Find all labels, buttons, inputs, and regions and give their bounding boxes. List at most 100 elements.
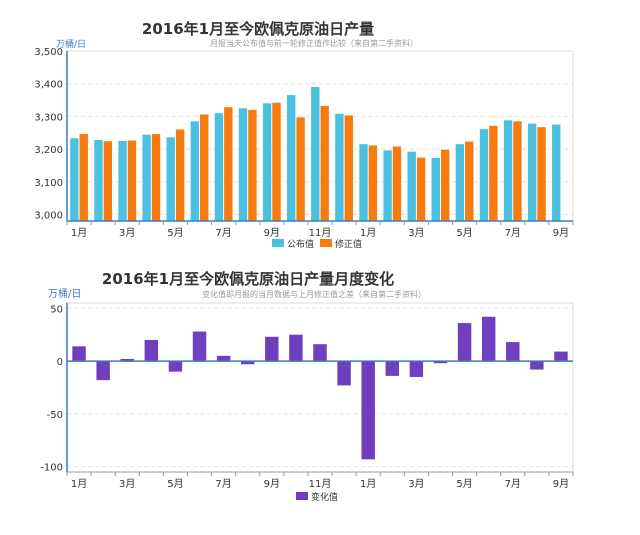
bar-公布值[interactable] [431, 157, 440, 221]
bar-公布值[interactable] [166, 137, 175, 221]
y-tick-label: 3,100 [34, 178, 63, 189]
bar-变化值[interactable] [385, 361, 400, 376]
bar-修正值[interactable] [320, 105, 329, 221]
bar-变化值[interactable] [433, 361, 448, 364]
bar-修正值[interactable] [296, 117, 305, 221]
bar-公布值[interactable] [335, 113, 344, 221]
bar-公布值[interactable] [190, 121, 200, 221]
x-tick-label: 9月 [264, 478, 280, 490]
x-tick-label: 5月 [167, 227, 183, 239]
bar-修正值[interactable] [103, 141, 113, 221]
bar-变化值[interactable] [216, 355, 231, 362]
chart1-subtitle: 月报当天公布值与前一轮修正值作比较（来自第二手资料） [210, 38, 418, 48]
x-tick-label: 9月 [553, 227, 569, 239]
x-tick-label: 1月 [71, 478, 87, 490]
y-tick-label: 3,300 [34, 112, 63, 123]
bar-变化值[interactable] [457, 323, 472, 362]
bar-公布值[interactable] [287, 95, 296, 221]
x-tick-label: 3月 [408, 478, 424, 490]
bar-变化值[interactable] [144, 339, 159, 362]
bar-修正值[interactable] [200, 114, 209, 221]
bar-修正值[interactable] [272, 102, 281, 221]
bar-修正值[interactable] [344, 115, 353, 221]
bar-修正值[interactable] [151, 134, 161, 221]
bar-修正值[interactable] [489, 125, 498, 221]
bar-变化值[interactable] [240, 361, 255, 365]
x-tick-label: 3月 [119, 478, 135, 490]
bar-公布值[interactable] [311, 86, 320, 221]
bar-公布值[interactable] [118, 140, 127, 221]
x-tick-label: 7月 [215, 478, 231, 490]
x-tick-label: 7月 [505, 478, 521, 490]
x-tick-label: 3月 [119, 227, 135, 239]
x-tick-label: 5月 [456, 478, 472, 490]
bar-变化值[interactable] [265, 336, 279, 362]
bar-变化值[interactable] [72, 346, 86, 362]
chart2-y-unit: 万桶/日 [48, 287, 81, 300]
bar-修正值[interactable] [392, 146, 402, 221]
bar-修正值[interactable] [440, 149, 450, 221]
chart2-title: 2016年1月至今欧佩克原油日产量月度变化 [102, 270, 394, 288]
bar-公布值[interactable] [94, 139, 103, 221]
bar-变化值[interactable] [192, 331, 207, 362]
x-tick-label: 9月 [264, 227, 280, 239]
bar-变化值[interactable] [337, 361, 351, 386]
bar-变化值[interactable] [481, 316, 496, 362]
legend-swatch [296, 492, 308, 500]
bar-公布值[interactable] [383, 150, 392, 221]
bar-公布值[interactable] [262, 103, 272, 221]
production-chart: 2016年1月至今欧佩克原油日产量 月报当天公布值与前一轮修正值作比较（来自第二… [34, 20, 574, 250]
bar-变化值[interactable] [96, 361, 110, 381]
x-tick-label: 5月 [167, 478, 183, 490]
chart1-title: 2016年1月至今欧佩克原油日产量 [142, 20, 374, 38]
bar-公布值[interactable] [359, 144, 368, 221]
legend-label[interactable]: 修正值 [335, 238, 362, 250]
legend-swatch [320, 239, 332, 247]
y-tick-label: -100 [40, 463, 63, 474]
bar-修正值[interactable] [248, 109, 257, 221]
bar-公布值[interactable] [503, 120, 513, 221]
bar-修正值[interactable] [416, 157, 426, 221]
legend-label[interactable]: 公布值 [287, 238, 314, 250]
bar-变化值[interactable] [289, 334, 303, 362]
bar-修正值[interactable] [537, 127, 546, 221]
bar-公布值[interactable] [479, 129, 489, 221]
chart1-y-unit: 万桶/日 [56, 38, 86, 50]
bar-公布值[interactable] [407, 151, 416, 221]
bar-修正值[interactable] [127, 140, 137, 221]
bar-变化值[interactable] [120, 358, 134, 362]
legend-label[interactable]: 变化值 [311, 491, 338, 503]
bar-变化值[interactable] [361, 361, 375, 460]
bar-修正值[interactable] [224, 107, 233, 221]
bar-修正值[interactable] [175, 129, 185, 221]
chart1-legend: 公布值 修正值 [272, 238, 362, 250]
bar-变化值[interactable] [168, 361, 183, 372]
bar-修正值[interactable] [513, 121, 522, 221]
y-tick-label: 3,500 [34, 47, 63, 58]
bar-变化值[interactable] [530, 361, 544, 370]
bar-变化值[interactable] [313, 344, 327, 362]
bar-公布值[interactable] [238, 108, 248, 221]
bar-变化值[interactable] [554, 351, 568, 362]
bar-公布值[interactable] [552, 124, 561, 221]
chart2-plot-border [66, 302, 574, 473]
y-tick-label: 3,000 [34, 210, 63, 221]
chart2-legend: 变化值 [296, 491, 338, 503]
x-tick-label: 9月 [553, 478, 569, 490]
y-tick-label: 0 [57, 357, 63, 368]
bar-修正值[interactable] [368, 145, 378, 221]
bar-变化值[interactable] [409, 361, 424, 377]
bar-公布值[interactable] [455, 144, 465, 221]
bar-变化值[interactable] [506, 342, 520, 362]
bar-公布值[interactable] [70, 138, 79, 221]
x-tick-label: 5月 [456, 227, 472, 239]
bar-公布值[interactable] [142, 134, 151, 221]
x-tick-label: 1月 [71, 227, 87, 239]
bar-修正值[interactable] [79, 134, 88, 221]
y-tick-label: 3,200 [34, 145, 63, 156]
chart2-subtitle: 变化值即月报的当月数据与上月修正值之差（来自第二手资料） [202, 289, 426, 299]
bar-公布值[interactable] [214, 113, 224, 221]
bar-修正值[interactable] [465, 141, 474, 221]
bar-公布值[interactable] [527, 123, 537, 221]
